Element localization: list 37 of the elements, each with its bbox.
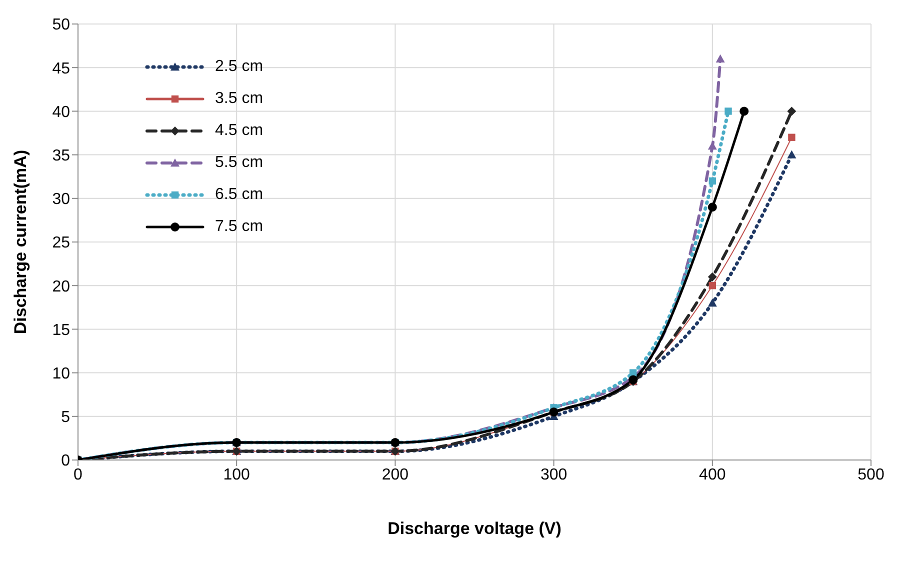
- legend-label: 3.5 cm: [215, 90, 264, 108]
- x-tick-label: 500: [858, 466, 884, 484]
- x-tick-label: 300: [540, 466, 568, 484]
- point: [787, 106, 796, 116]
- legend-label: 6.5 cm: [215, 186, 264, 204]
- y-tick-label: 30: [52, 191, 70, 208]
- y-tick-label: 10: [52, 365, 70, 382]
- point: [630, 369, 637, 376]
- y-tick-label: 35: [52, 147, 70, 164]
- x-axis-title: Discharge voltage (V): [388, 519, 562, 538]
- y-tick-label: 25: [52, 234, 70, 252]
- x-tick-label: 0: [74, 466, 83, 484]
- point: [716, 54, 725, 62]
- point: [724, 108, 732, 115]
- y-tick-label: 15: [52, 322, 70, 339]
- point: [740, 106, 749, 116]
- legend-label: 7.5 cm: [215, 218, 264, 236]
- point: [787, 150, 796, 158]
- point: [708, 298, 717, 307]
- point: [708, 177, 716, 185]
- y-axis-title: Discharge current(mA): [11, 150, 30, 334]
- y-tick-label: 0: [61, 452, 70, 470]
- y-tick-label: 45: [52, 60, 70, 78]
- legend-label: 2.5 cm: [215, 58, 264, 76]
- x-tick-label: 400: [699, 466, 726, 484]
- legend-label: 5.5 cm: [215, 154, 264, 172]
- point: [708, 282, 716, 290]
- point: [708, 272, 717, 282]
- y-tick-label: 40: [52, 104, 70, 121]
- y-tick-label: 5: [61, 409, 70, 426]
- point: [788, 134, 796, 141]
- y-tick-label: 50: [52, 16, 70, 34]
- legend-label: 4.5 cm: [215, 122, 264, 140]
- x-tick-label: 100: [223, 466, 250, 484]
- point: [708, 202, 717, 212]
- x-tick-label: 200: [382, 466, 409, 484]
- y-tick-label: 20: [52, 278, 70, 296]
